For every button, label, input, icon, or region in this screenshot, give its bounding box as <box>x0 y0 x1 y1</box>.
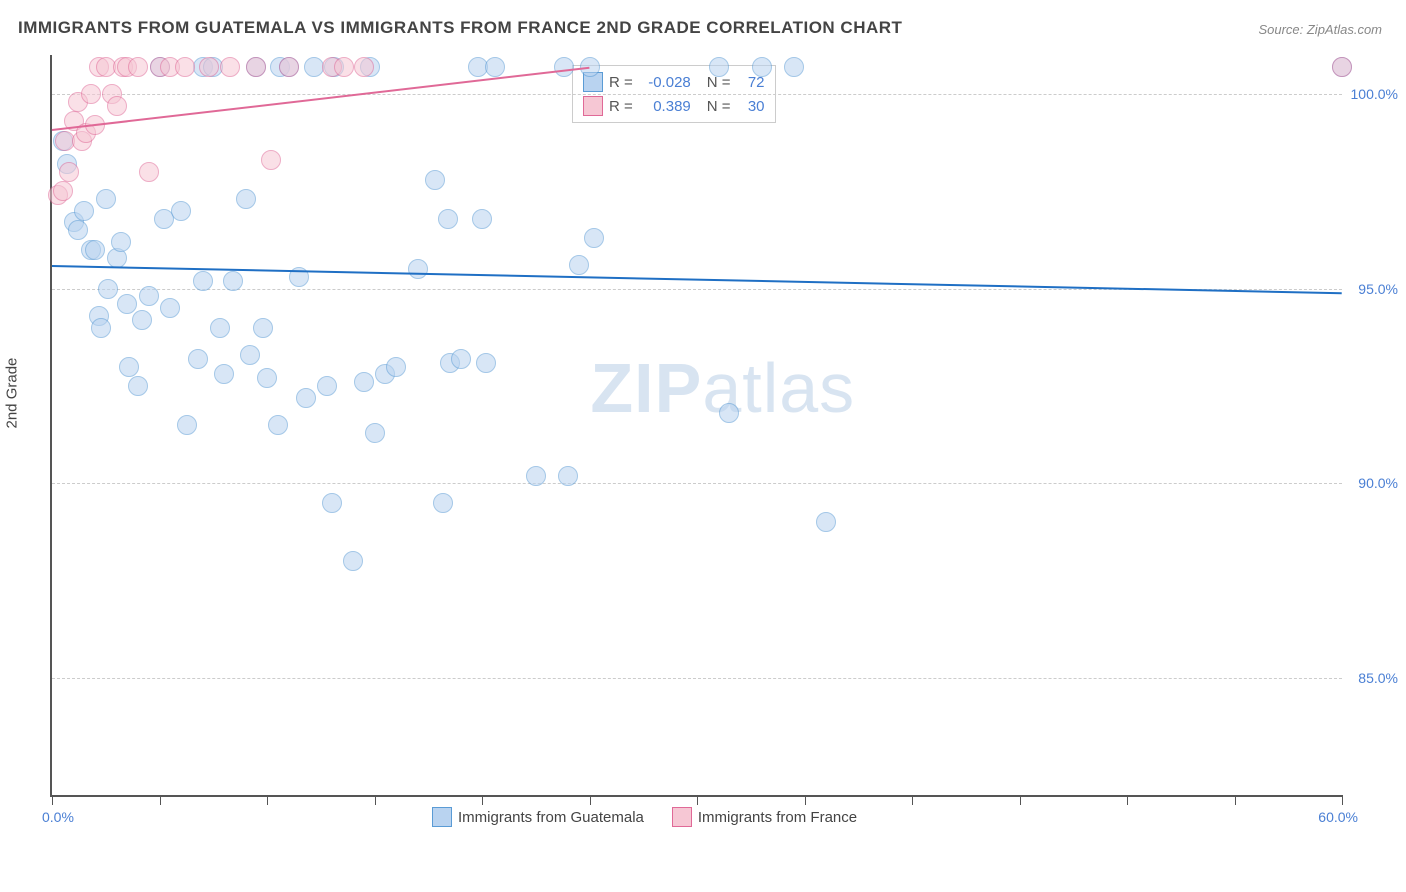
x-tick <box>160 795 161 805</box>
gridline <box>52 94 1342 95</box>
data-point <box>816 512 836 532</box>
legend-item: Immigrants from Guatemala <box>432 807 644 827</box>
data-point <box>526 466 546 486</box>
trend-line <box>52 67 590 131</box>
x-tick <box>805 795 806 805</box>
data-point <box>240 345 260 365</box>
data-point <box>139 286 159 306</box>
data-point <box>91 318 111 338</box>
data-point <box>279 57 299 77</box>
data-point <box>472 209 492 229</box>
data-point <box>98 279 118 299</box>
x-tick-label: 60.0% <box>1318 809 1358 825</box>
data-point <box>322 493 342 513</box>
data-point <box>268 415 288 435</box>
data-point <box>107 96 127 116</box>
legend-row: R =-0.028N =72 <box>583 70 765 94</box>
series-legend: Immigrants from Guatemala Immigrants from… <box>432 807 857 827</box>
trend-line <box>52 265 1342 294</box>
data-point <box>53 181 73 201</box>
data-point <box>425 170 445 190</box>
data-point <box>386 357 406 377</box>
x-tick-label: 0.0% <box>42 809 74 825</box>
data-point <box>246 57 266 77</box>
data-point <box>59 162 79 182</box>
data-point <box>752 57 772 77</box>
data-point <box>438 209 458 229</box>
data-point <box>558 466 578 486</box>
data-point <box>223 271 243 291</box>
data-point <box>171 201 191 221</box>
data-point <box>68 220 88 240</box>
x-tick <box>375 795 376 805</box>
data-point <box>1332 57 1352 77</box>
legend-row: R =0.389N =30 <box>583 94 765 118</box>
y-tick-label: 85.0% <box>1358 670 1398 686</box>
y-axis-title: 2nd Grade <box>4 358 21 429</box>
source-label: Source: ZipAtlas.com <box>1258 22 1382 37</box>
legend-item: Immigrants from France <box>672 807 857 827</box>
data-point <box>709 57 729 77</box>
data-point <box>128 376 148 396</box>
data-point <box>569 255 589 275</box>
data-point <box>343 551 363 571</box>
data-point <box>584 228 604 248</box>
data-point <box>160 298 180 318</box>
x-tick <box>1127 795 1128 805</box>
data-point <box>257 368 277 388</box>
gridline <box>52 678 1342 679</box>
chart-title: IMMIGRANTS FROM GUATEMALA VS IMMIGRANTS … <box>18 18 902 38</box>
data-point <box>253 318 273 338</box>
data-point <box>177 415 197 435</box>
data-point <box>476 353 496 373</box>
data-point <box>354 57 374 77</box>
data-point <box>199 57 219 77</box>
data-point <box>296 388 316 408</box>
x-tick <box>1235 795 1236 805</box>
data-point <box>408 259 428 279</box>
data-point <box>365 423 385 443</box>
x-tick <box>590 795 591 805</box>
data-point <box>354 372 374 392</box>
data-point <box>236 189 256 209</box>
data-point <box>485 57 505 77</box>
x-tick <box>1020 795 1021 805</box>
x-tick <box>482 795 483 805</box>
x-tick <box>912 795 913 805</box>
data-point <box>784 57 804 77</box>
gridline <box>52 483 1342 484</box>
data-point <box>139 162 159 182</box>
data-point <box>317 376 337 396</box>
data-point <box>214 364 234 384</box>
x-tick <box>697 795 698 805</box>
data-point <box>334 57 354 77</box>
data-point <box>554 57 574 77</box>
data-point <box>96 189 116 209</box>
y-tick-label: 90.0% <box>1358 475 1398 491</box>
y-tick-label: 95.0% <box>1358 281 1398 297</box>
data-point <box>132 310 152 330</box>
x-tick <box>1342 795 1343 805</box>
data-point <box>433 493 453 513</box>
data-point <box>193 271 213 291</box>
data-point <box>451 349 471 369</box>
data-point <box>111 232 131 252</box>
y-tick-label: 100.0% <box>1351 86 1398 102</box>
data-point <box>74 201 94 221</box>
data-point <box>81 84 101 104</box>
data-point <box>175 57 195 77</box>
x-tick <box>267 795 268 805</box>
data-point <box>220 57 240 77</box>
data-point <box>261 150 281 170</box>
data-point <box>117 294 137 314</box>
data-point <box>188 349 208 369</box>
data-point <box>119 357 139 377</box>
data-point <box>128 57 148 77</box>
data-point <box>210 318 230 338</box>
plot-area: ZIPatlas R =-0.028N =72R =0.389N =30 Imm… <box>50 55 1342 797</box>
x-tick <box>52 795 53 805</box>
data-point <box>719 403 739 423</box>
data-point <box>85 240 105 260</box>
